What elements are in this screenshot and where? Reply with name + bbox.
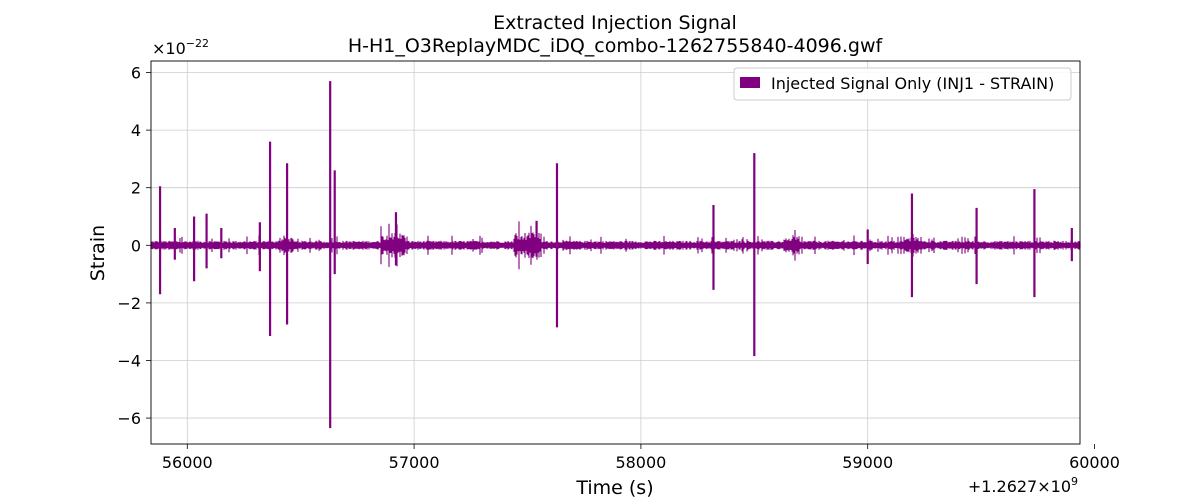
y-axis-label: Strain <box>87 225 109 281</box>
y-tick-label: −4 <box>117 351 141 370</box>
series-injected-signal <box>150 81 1081 429</box>
x-tick-label: 59000 <box>842 453 893 472</box>
y-tick-label: −2 <box>117 294 141 313</box>
y-axis-ticks: −6 −4 −2 0 2 4 6 <box>117 64 151 428</box>
x-tick-label: 57000 <box>389 453 440 472</box>
plot-frame <box>150 60 1081 445</box>
x-axis-label: Time (s) <box>575 477 653 499</box>
y-tick-label: 0 <box>131 236 141 255</box>
legend-label: Injected Signal Only (INJ1 - STRAIN) <box>771 74 1054 93</box>
y-tick-label: 2 <box>131 179 141 198</box>
y-scale-multiplier: ×10−22 <box>152 37 209 58</box>
legend-swatch <box>740 77 760 88</box>
x-tick-label: 60000 <box>1069 453 1120 472</box>
legend: Injected Signal Only (INJ1 - STRAIN) <box>733 67 1072 101</box>
x-tick-label: 56000 <box>162 453 213 472</box>
x-axis-ticks: 56000 57000 58000 59000 60000 <box>162 444 1120 472</box>
grid-lines <box>151 61 1080 444</box>
legend-box <box>733 67 1072 101</box>
chart-title: Extracted Injection Signal <box>493 12 737 34</box>
chart-subtitle: H-H1_O3ReplayMDC_iDQ_combo-1262755840-40… <box>348 35 884 57</box>
x-tick-label: 58000 <box>615 453 666 472</box>
y-tick-label: 4 <box>131 121 141 140</box>
y-tick-label: 6 <box>131 64 141 83</box>
y-tick-label: −6 <box>117 409 141 428</box>
x-offset-label: +1.2627×109 <box>968 475 1078 496</box>
